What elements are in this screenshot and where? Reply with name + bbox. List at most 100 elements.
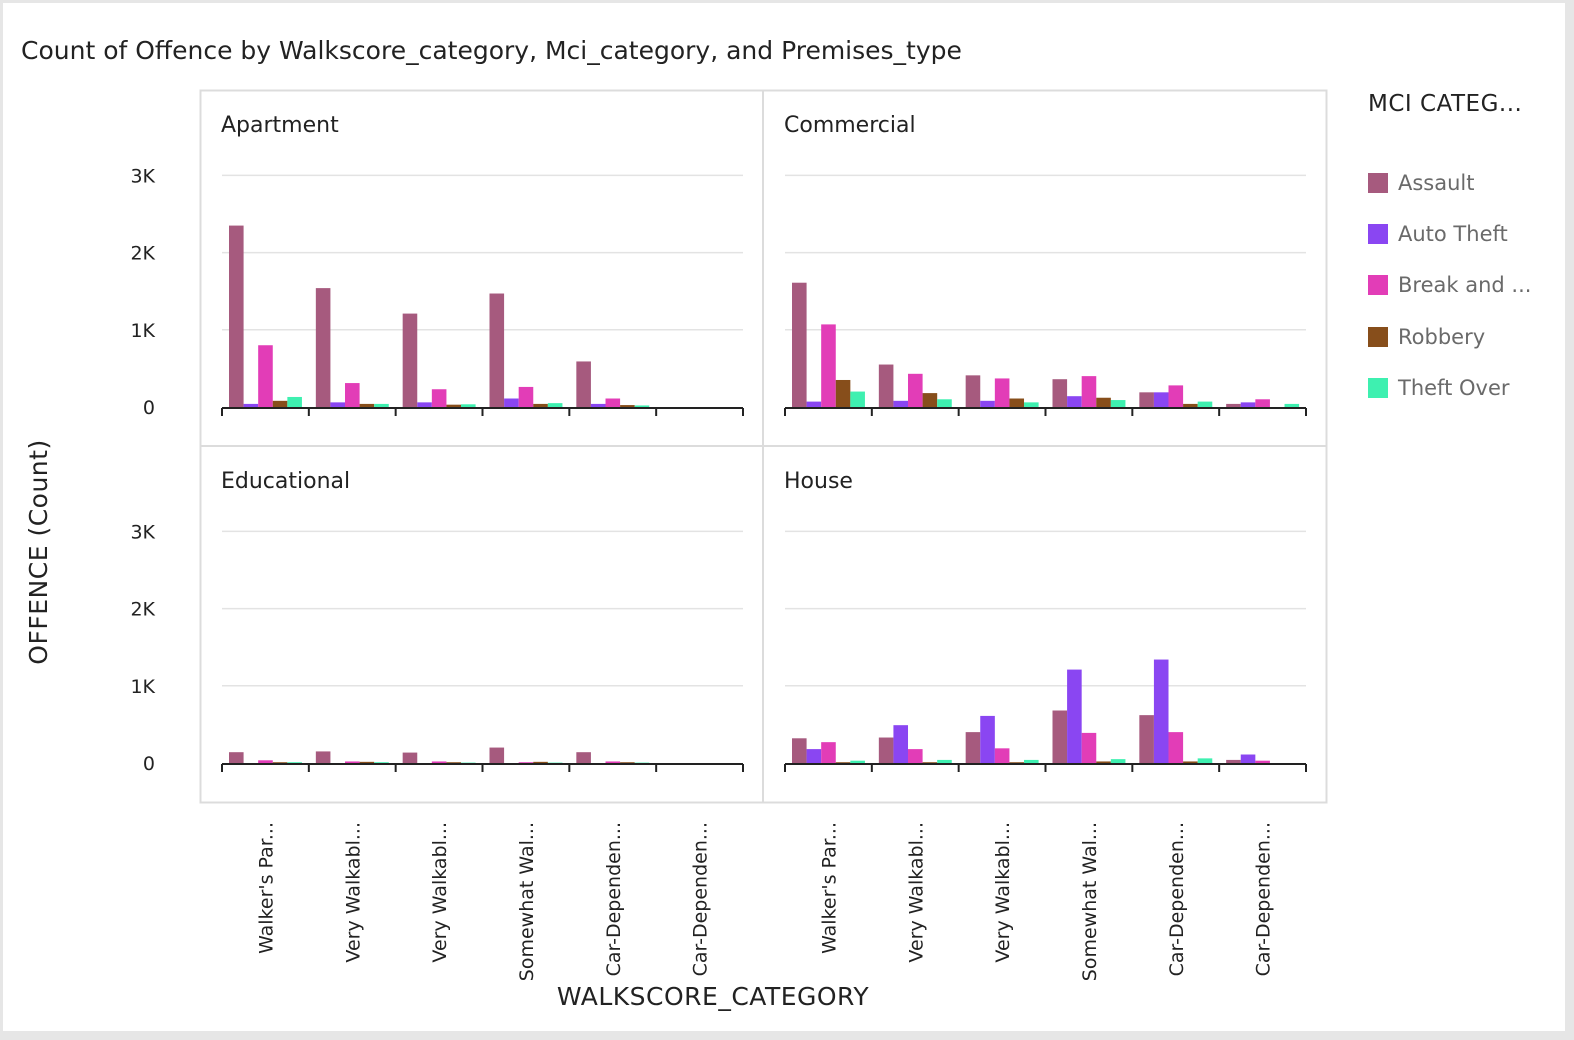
legend-label-auto-theft: Auto Theft: [1398, 221, 1508, 246]
y-tick-label: 2K: [130, 243, 155, 265]
bar: [1168, 732, 1184, 763]
bar: [518, 386, 534, 407]
bar: [965, 732, 981, 763]
x-tick-label: Walker's Par...: [818, 822, 840, 954]
x-tick-label: Car-Dependen...: [1253, 822, 1275, 976]
x-tick-label: Car-Dependen...: [1166, 822, 1188, 976]
bar: [1168, 385, 1184, 407]
bar: [315, 751, 331, 763]
bar: [1110, 759, 1126, 763]
bar: [330, 402, 346, 407]
chart-card: Count of Offence by Walkscore_category, …: [3, 3, 1565, 1031]
panel-label: Educational: [221, 469, 350, 494]
bar: [374, 762, 389, 763]
bar: [821, 742, 836, 763]
bar: [1009, 762, 1025, 763]
bar: [417, 402, 432, 407]
bar: [850, 760, 865, 763]
x-tick-label: Very Walkabl...: [429, 822, 451, 963]
bar: [1067, 396, 1082, 407]
bar: [402, 752, 418, 763]
bar: [1024, 402, 1039, 407]
bar: [835, 762, 851, 763]
bar: [489, 293, 505, 407]
bar: [1153, 392, 1169, 407]
bar: [980, 715, 995, 763]
bar: [345, 383, 360, 407]
bar: [576, 361, 591, 407]
bar: [994, 378, 1010, 407]
bar: [590, 403, 606, 407]
bar: [1139, 715, 1154, 763]
legend-label-assault: Assault: [1398, 170, 1475, 195]
y-tick-label: 1K: [130, 320, 155, 342]
x-tick-label: Car-Dependen...: [690, 822, 712, 976]
panel-label: Commercial: [784, 113, 916, 138]
legend-item-assault[interactable]: Assault: [1368, 157, 1548, 208]
legend-item-robbery[interactable]: Robbery: [1368, 311, 1548, 362]
bar: [908, 373, 923, 407]
bar: [792, 738, 807, 763]
legend-label-break-and-enter: Break and ...: [1398, 273, 1532, 298]
bar: [1052, 379, 1068, 407]
bar: [634, 405, 650, 407]
bar: [315, 288, 331, 407]
bar: [1110, 400, 1126, 407]
x-tick-label: Car-Dependen...: [603, 822, 625, 976]
bar: [547, 403, 563, 407]
bar: [605, 398, 621, 407]
bar: [878, 364, 894, 407]
bar: [243, 403, 259, 407]
bar: [1096, 761, 1111, 763]
bar: [446, 404, 462, 407]
bar: [1226, 403, 1241, 407]
bar: [446, 762, 462, 763]
bar: [1081, 376, 1097, 407]
bar: [893, 725, 909, 763]
y-tick-label: 3K: [130, 521, 155, 543]
y-tick-label: 3K: [130, 165, 155, 187]
bar: [1240, 754, 1256, 763]
bar: [345, 761, 360, 763]
bar: [461, 404, 476, 407]
panel-label: Apartment: [221, 113, 339, 138]
bar: [806, 749, 822, 763]
bar: [287, 396, 302, 407]
bar: [359, 761, 375, 763]
bar: [1081, 732, 1097, 763]
bar: [792, 282, 807, 407]
bar: [431, 761, 447, 763]
bar: [893, 400, 909, 407]
bar: [937, 399, 952, 407]
bar: [1255, 399, 1270, 407]
bar: [1139, 392, 1154, 407]
bar: [1284, 403, 1300, 407]
bar: [620, 762, 635, 763]
bar: [1240, 402, 1256, 407]
bar: [850, 391, 865, 407]
legend-item-auto-theft[interactable]: Auto Theft: [1368, 208, 1548, 259]
legend-swatch-break-and-enter: [1368, 275, 1388, 296]
x-tick-label: Very Walkabl...: [342, 822, 364, 963]
bar: [1183, 403, 1198, 407]
bar: [576, 752, 591, 763]
bar: [1226, 759, 1241, 763]
panel-label: House: [784, 469, 853, 494]
legend-item-break-and-enter[interactable]: Break and ...: [1368, 260, 1548, 311]
y-tick-label: 0: [143, 753, 155, 775]
legend-item-theft-over[interactable]: Theft Over: [1368, 362, 1548, 413]
x-tick-label: Very Walkabl...: [992, 822, 1014, 963]
legend-swatch-auto-theft: [1368, 223, 1388, 244]
bar: [287, 762, 302, 763]
bar: [402, 313, 418, 407]
legend: MCI CATEG... Assault Auto Theft Break an…: [1368, 91, 1548, 413]
bar: [937, 759, 952, 763]
x-tick-label: Very Walkabl...: [905, 822, 927, 963]
bar: [272, 762, 288, 763]
bar: [229, 752, 244, 763]
x-tick-label: Somewhat Wal...: [1079, 822, 1101, 981]
bar: [258, 345, 273, 407]
x-tick-label: Walker's Par...: [255, 822, 277, 954]
bar: [878, 737, 894, 763]
